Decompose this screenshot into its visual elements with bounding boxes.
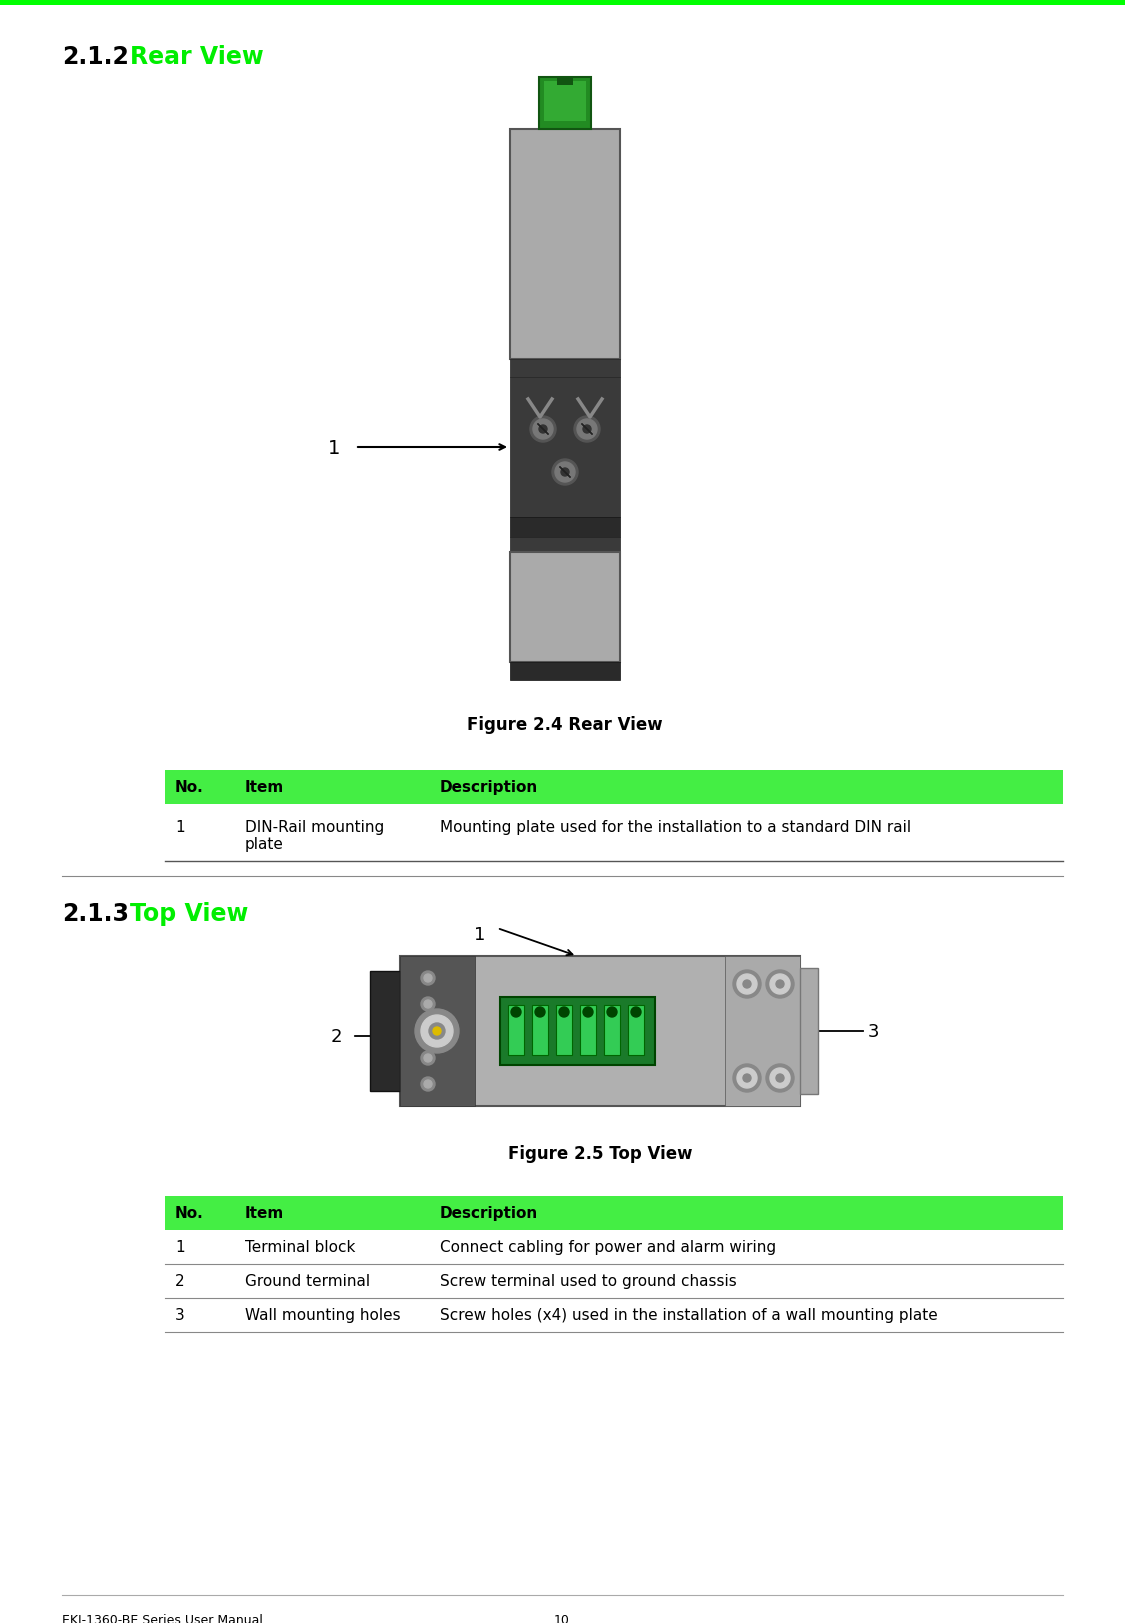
Text: Top View: Top View (130, 901, 249, 925)
Bar (510, 130, 620, 360)
Bar (532, 1005, 548, 1055)
Text: DIN-Rail mounting
plate: DIN-Rail mounting plate (245, 820, 385, 852)
Circle shape (421, 1078, 435, 1091)
Circle shape (776, 980, 784, 988)
Bar (370, 972, 400, 1091)
Text: Rear View: Rear View (130, 45, 263, 68)
Text: Ground terminal: Ground terminal (245, 1274, 370, 1289)
Circle shape (737, 1068, 757, 1089)
Text: No.: No. (176, 781, 204, 795)
Text: 10: 10 (555, 1613, 570, 1623)
Bar (165, 771, 1063, 805)
Circle shape (421, 972, 435, 985)
Circle shape (539, 425, 547, 433)
Circle shape (734, 1065, 760, 1092)
Bar (165, 1196, 1063, 1230)
Circle shape (734, 971, 760, 998)
Bar (165, 810, 1063, 862)
Text: 1: 1 (176, 820, 184, 834)
Circle shape (555, 463, 575, 482)
Bar (500, 998, 655, 1065)
Circle shape (776, 1074, 784, 1083)
Text: Screw holes (x4) used in the installation of a wall mounting plate: Screw holes (x4) used in the installatio… (440, 1308, 938, 1323)
Circle shape (530, 417, 556, 443)
Circle shape (608, 1008, 616, 1018)
Circle shape (429, 1024, 446, 1039)
Text: Connect cabling for power and alarm wiring: Connect cabling for power and alarm wiri… (440, 1240, 776, 1255)
Circle shape (770, 1068, 790, 1089)
Bar (580, 1005, 596, 1055)
Text: Item: Item (245, 1206, 285, 1220)
Bar (544, 81, 586, 122)
Circle shape (742, 1074, 752, 1083)
Text: 2: 2 (176, 1274, 184, 1289)
Circle shape (766, 1065, 794, 1092)
Circle shape (583, 425, 591, 433)
Bar (510, 378, 620, 518)
Circle shape (574, 417, 600, 443)
FancyBboxPatch shape (539, 78, 591, 130)
Text: No.: No. (176, 1206, 204, 1220)
Bar (800, 969, 818, 1094)
Circle shape (766, 971, 794, 998)
Bar (165, 1264, 1063, 1298)
Text: Screw terminal used to ground chassis: Screw terminal used to ground chassis (440, 1274, 737, 1289)
Bar (165, 1298, 1063, 1332)
Bar (510, 553, 620, 662)
Circle shape (421, 1052, 435, 1065)
Bar (557, 78, 573, 86)
Text: 3: 3 (868, 1022, 880, 1040)
Circle shape (583, 1008, 593, 1018)
Text: 1: 1 (327, 438, 340, 458)
Circle shape (577, 420, 597, 440)
Text: Description: Description (440, 781, 538, 795)
Text: 2.1.3: 2.1.3 (62, 901, 129, 925)
Bar (510, 537, 620, 553)
Bar (0, 0, 1125, 6)
Bar (400, 956, 475, 1107)
Bar (400, 956, 800, 1107)
Bar (165, 1230, 1063, 1264)
Bar (604, 1005, 620, 1055)
Bar (724, 956, 800, 1107)
Text: Item: Item (245, 781, 285, 795)
Text: 1: 1 (176, 1240, 184, 1255)
Circle shape (421, 998, 435, 1011)
Circle shape (561, 469, 569, 477)
Circle shape (536, 1008, 544, 1018)
Bar (508, 1005, 524, 1055)
Text: Figure 2.4 Rear View: Figure 2.4 Rear View (467, 716, 663, 734)
Text: 2: 2 (331, 1027, 342, 1045)
Circle shape (424, 1055, 432, 1063)
Circle shape (433, 1027, 441, 1035)
Bar (556, 1005, 572, 1055)
Bar (628, 1005, 644, 1055)
Text: Terminal block: Terminal block (245, 1240, 356, 1255)
Bar (510, 662, 620, 680)
Circle shape (737, 974, 757, 995)
Circle shape (424, 1081, 432, 1089)
Circle shape (742, 980, 752, 988)
Text: Wall mounting holes: Wall mounting holes (245, 1308, 400, 1323)
Text: Description: Description (440, 1206, 538, 1220)
Text: Mounting plate used for the installation to a standard DIN rail: Mounting plate used for the installation… (440, 820, 911, 834)
Circle shape (415, 1010, 459, 1053)
Circle shape (631, 1008, 641, 1018)
Bar (510, 360, 620, 378)
Circle shape (424, 974, 432, 982)
Circle shape (770, 974, 790, 995)
Circle shape (533, 420, 554, 440)
Text: Figure 2.5 Top View: Figure 2.5 Top View (507, 1144, 692, 1162)
Circle shape (421, 1016, 453, 1047)
Text: 2.1.2: 2.1.2 (62, 45, 129, 68)
Text: 3: 3 (176, 1308, 184, 1323)
Text: EKI-1360-BE Series User Manual: EKI-1360-BE Series User Manual (62, 1613, 263, 1623)
Bar (510, 518, 620, 537)
Circle shape (552, 459, 578, 485)
Circle shape (424, 1000, 432, 1008)
Circle shape (559, 1008, 569, 1018)
Text: 1: 1 (474, 925, 485, 943)
Circle shape (511, 1008, 521, 1018)
